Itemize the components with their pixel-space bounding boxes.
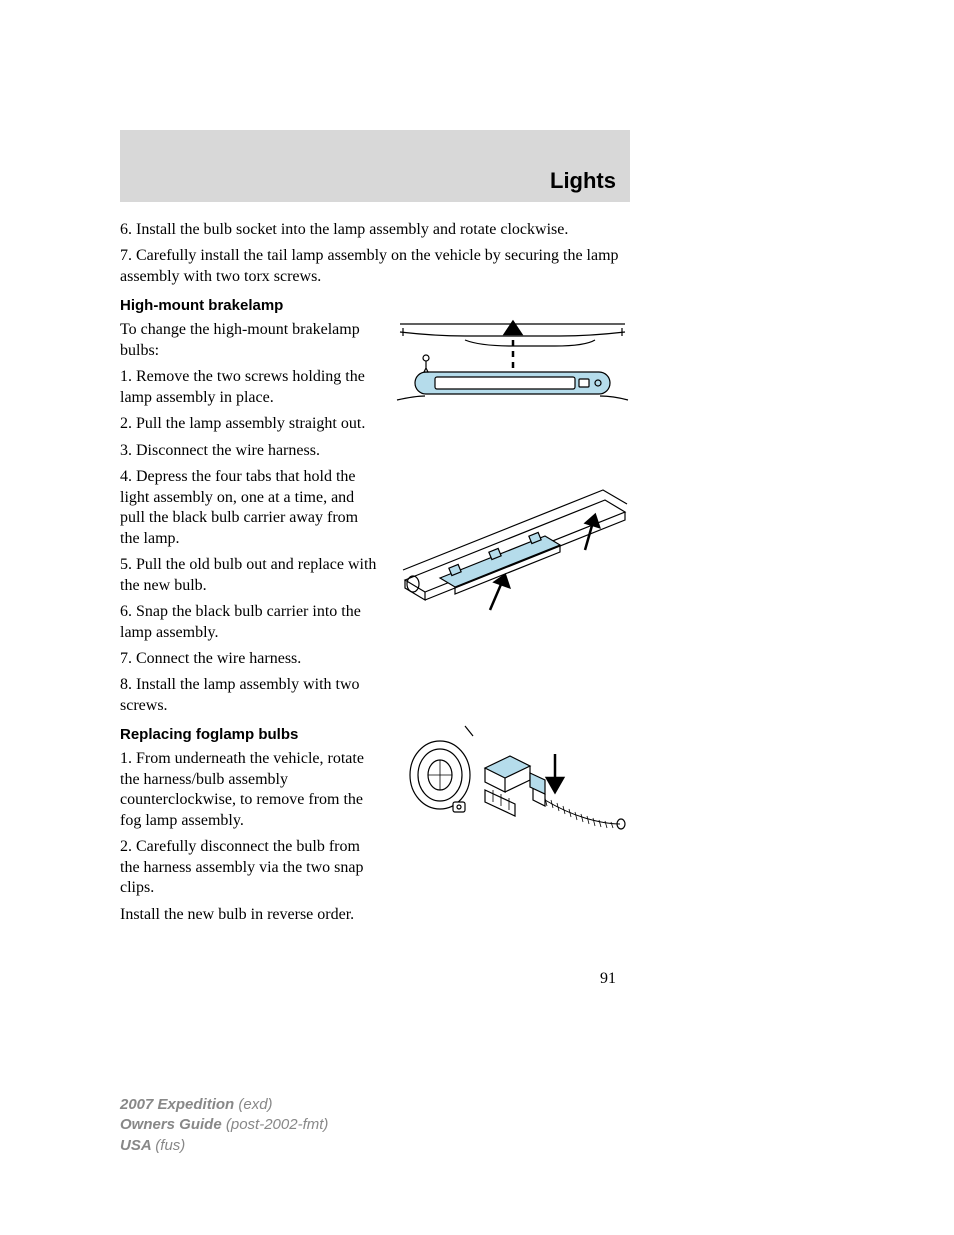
intro-step-7: 7. Carefully install the tail lamp assem… <box>120 246 630 287</box>
brakelamp-step-4: 4. Depress the four tabs that hold the l… <box>120 467 380 549</box>
brakelamp-lead: To change the high-mount brakelamp bulbs… <box>120 320 380 361</box>
intro-step-6: 6. Install the bulb socket into the lamp… <box>120 220 630 240</box>
footer-line-2: Owners Guide (post-2002-fmt) <box>120 1115 328 1135</box>
footer-model: 2007 Expedition <box>120 1096 238 1113</box>
section-title: Lights <box>550 168 616 194</box>
brakelamp-step-6: 6. Snap the black bulb carrier into the … <box>120 602 380 643</box>
section-header-bar: Lights <box>120 130 630 202</box>
foglamp-step-2: 2. Carefully disconnect the bulb from th… <box>120 837 380 898</box>
footer-line-3: USA (fus) <box>120 1136 328 1156</box>
footer-model-code: (exd) <box>238 1096 272 1113</box>
footer-guide-code: (post-2002-fmt) <box>226 1116 329 1133</box>
diagram-foglamp-bulb <box>395 720 630 865</box>
footer-region: USA <box>120 1137 155 1154</box>
brakelamp-step-2: 2. Pull the lamp assembly straight out. <box>120 414 380 434</box>
foglamp-step-3: Install the new bulb in reverse order. <box>120 905 380 925</box>
foglamp-step-1: 1. From underneath the vehicle, rotate t… <box>120 749 380 831</box>
page-number: 91 <box>120 970 630 988</box>
brakelamp-step-5: 5. Pull the old bulb out and replace wit… <box>120 555 380 596</box>
brakelamp-step-1: 1. Remove the two screws holding the lam… <box>120 367 380 408</box>
brakelamp-step-8: 8. Install the lamp assembly with two sc… <box>120 675 380 716</box>
footer-block: 2007 Expedition (exd) Owners Guide (post… <box>120 1095 328 1156</box>
diagram-brakelamp-remove <box>395 310 630 410</box>
brakelamp-step-7: 7. Connect the wire harness. <box>120 649 380 669</box>
footer-region-code: (fus) <box>155 1137 185 1154</box>
footer-guide: Owners Guide <box>120 1116 226 1133</box>
footer-line-1: 2007 Expedition (exd) <box>120 1095 328 1115</box>
diagram-bulb-carrier <box>395 460 630 625</box>
brakelamp-step-3: 3. Disconnect the wire harness. <box>120 441 380 461</box>
